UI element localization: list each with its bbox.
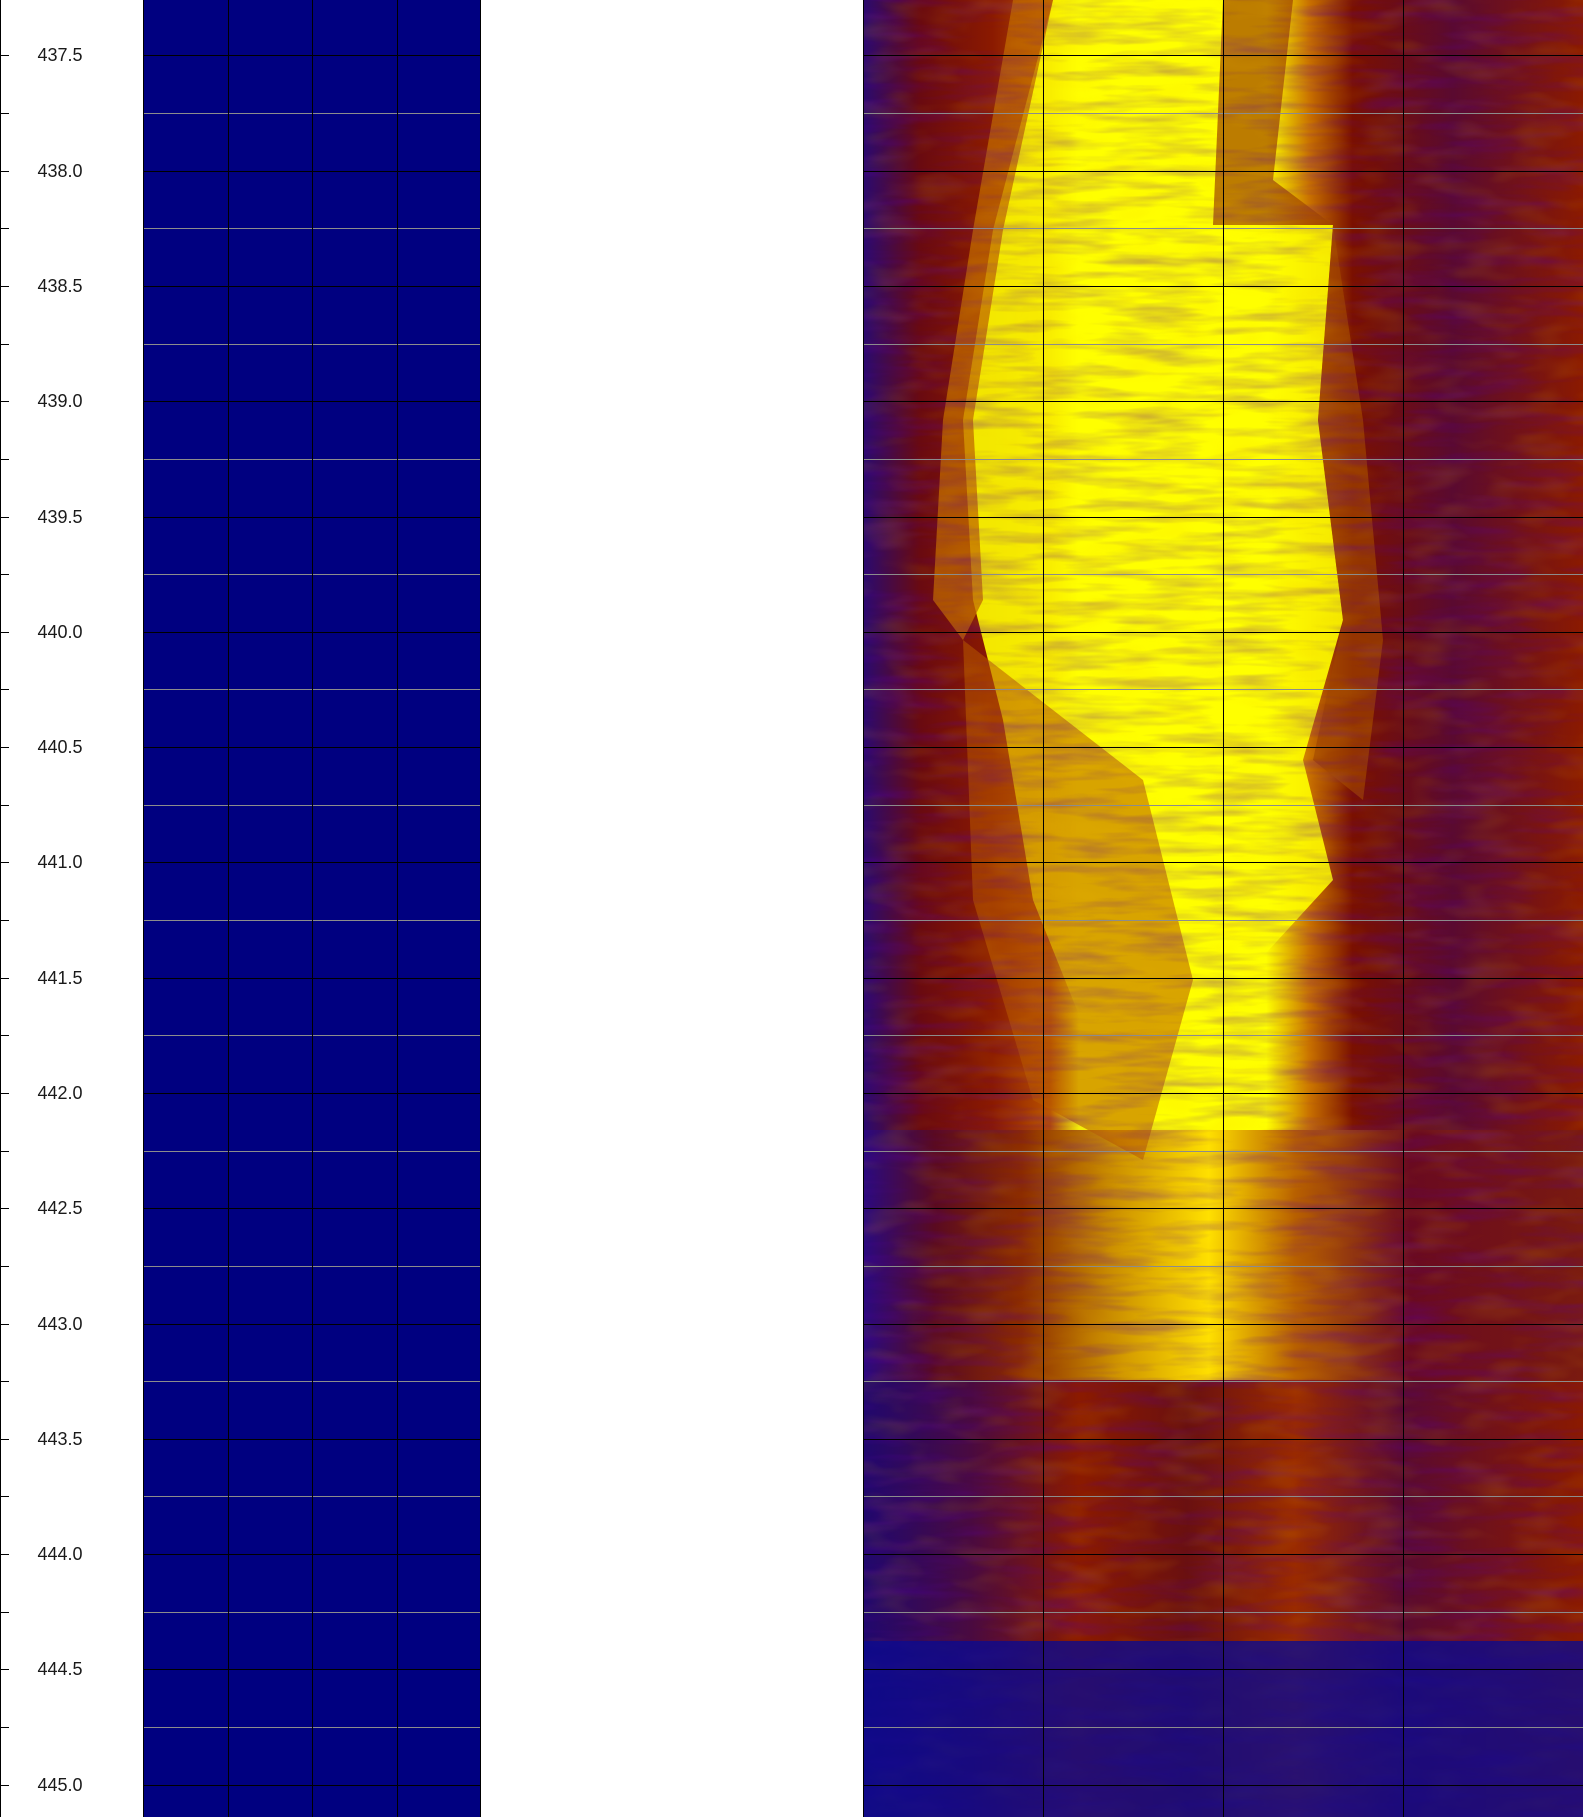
depth-tick-mark xyxy=(0,286,9,287)
depth-tick-label: 438.5 xyxy=(37,275,83,296)
depth-tick-mark xyxy=(0,401,9,402)
depth-tick-label: 442.5 xyxy=(37,1198,83,1219)
depth-tick-label: 443.0 xyxy=(37,1313,83,1334)
depth-minor-tick-mark xyxy=(0,344,9,345)
depth-track: 437.5 438.0 438.5 439.0 439.5 440.0 440.5 441.0… xyxy=(0,0,143,1817)
depth-tick-mark xyxy=(0,1554,9,1555)
depth-tick-label: 438.0 xyxy=(37,160,83,181)
left-track xyxy=(143,0,481,1817)
depth-tick-label: 444.5 xyxy=(37,1659,83,1680)
depth-tick-label: 437.5 xyxy=(37,45,83,66)
depth-tick-label: 444.0 xyxy=(37,1544,83,1565)
depth-minor-tick-mark xyxy=(0,228,9,229)
depth-tick-mark xyxy=(0,55,9,56)
depth-tick-mark xyxy=(0,632,9,633)
depth-tick-label: 445.0 xyxy=(37,1774,83,1795)
depth-minor-tick-mark xyxy=(0,113,9,114)
depth-tick-mark xyxy=(0,1324,9,1325)
depth-tick-mark xyxy=(0,1439,9,1440)
image-track-left-border xyxy=(863,0,864,1817)
blank-track xyxy=(481,0,863,1817)
depth-tick-label: 443.5 xyxy=(37,1428,83,1449)
depth-tick-mark xyxy=(0,1785,9,1786)
depth-tick-mark xyxy=(0,517,9,518)
depth-axis-line xyxy=(0,0,1,1817)
depth-minor-tick-mark xyxy=(0,1727,9,1728)
depth-minor-tick-mark xyxy=(0,1266,9,1267)
depth-minor-tick-mark xyxy=(0,1035,9,1036)
depth-minor-tick-mark xyxy=(0,1496,9,1497)
depth-minor-tick-mark xyxy=(0,805,9,806)
depth-minor-tick-mark xyxy=(0,1612,9,1613)
depth-tick-label: 440.5 xyxy=(37,737,83,758)
depth-minor-tick-mark xyxy=(0,1381,9,1382)
track-grid-svg xyxy=(863,0,1583,1817)
depth-minor-tick-mark xyxy=(0,574,9,575)
depth-tick-label: 441.5 xyxy=(37,967,83,988)
depth-tick-mark xyxy=(0,1093,9,1094)
depth-tick-mark xyxy=(0,171,9,172)
depth-minor-tick-mark xyxy=(0,459,9,460)
depth-minor-tick-mark xyxy=(0,689,9,690)
depth-tick-mark xyxy=(0,862,9,863)
depth-tick-mark xyxy=(0,747,9,748)
depth-tick-label: 441.0 xyxy=(37,852,83,873)
depth-tick-label: 439.5 xyxy=(37,506,83,527)
depth-minor-tick-mark xyxy=(0,1151,9,1152)
depth-tick-mark xyxy=(0,978,9,979)
depth-tick-mark xyxy=(0,1208,9,1209)
track-grid-svg xyxy=(143,0,481,1817)
depth-tick-label: 439.0 xyxy=(37,391,83,412)
image-log-track xyxy=(863,0,1583,1817)
depth-tick-label: 442.0 xyxy=(37,1082,83,1103)
depth-minor-tick-mark xyxy=(0,920,9,921)
depth-tick-label: 440.0 xyxy=(37,621,83,642)
depth-tick-mark xyxy=(0,1669,9,1670)
